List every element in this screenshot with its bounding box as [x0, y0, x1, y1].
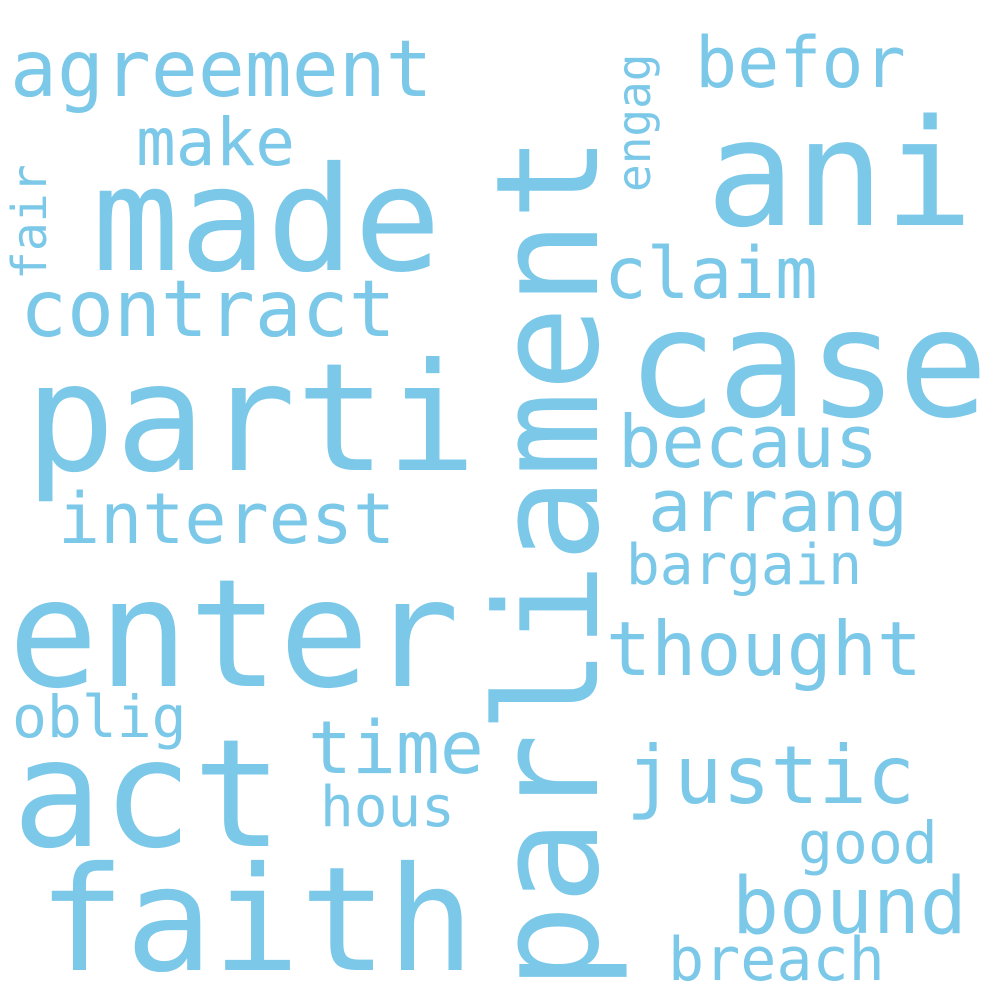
word-made: made: [92, 136, 442, 305]
word-fair: fair: [2, 164, 58, 280]
word-hous: hous: [320, 775, 455, 840]
word-ani: ani: [706, 88, 974, 260]
word-bound: bound: [732, 862, 967, 952]
word-agreement: agreement: [10, 25, 433, 115]
word-justic: justic: [626, 729, 915, 822]
word-make: make: [136, 104, 295, 181]
word-breach: breach: [668, 925, 885, 995]
word-good: good: [798, 809, 938, 877]
word-thought: thought: [606, 605, 923, 693]
word-interest: interest: [58, 478, 396, 560]
word-time: time: [308, 706, 484, 791]
word-parti: parti: [25, 332, 477, 506]
word-contract: contract: [20, 265, 396, 355]
word-arrang: arrang: [648, 464, 909, 548]
word-oblig: oblig: [12, 683, 187, 751]
word-befor: befor: [695, 22, 906, 104]
word-parliament: parliament: [466, 135, 631, 990]
word-case: case: [627, 278, 989, 452]
word-act: act: [12, 708, 283, 882]
word-engag: engag: [607, 53, 661, 192]
word-bargain: bargain: [626, 533, 863, 598]
word-claim: claim: [604, 232, 818, 315]
word-faith: faith: [38, 836, 475, 1000]
word-enter: enter: [8, 548, 460, 722]
word-becaus: becaus: [618, 400, 879, 484]
